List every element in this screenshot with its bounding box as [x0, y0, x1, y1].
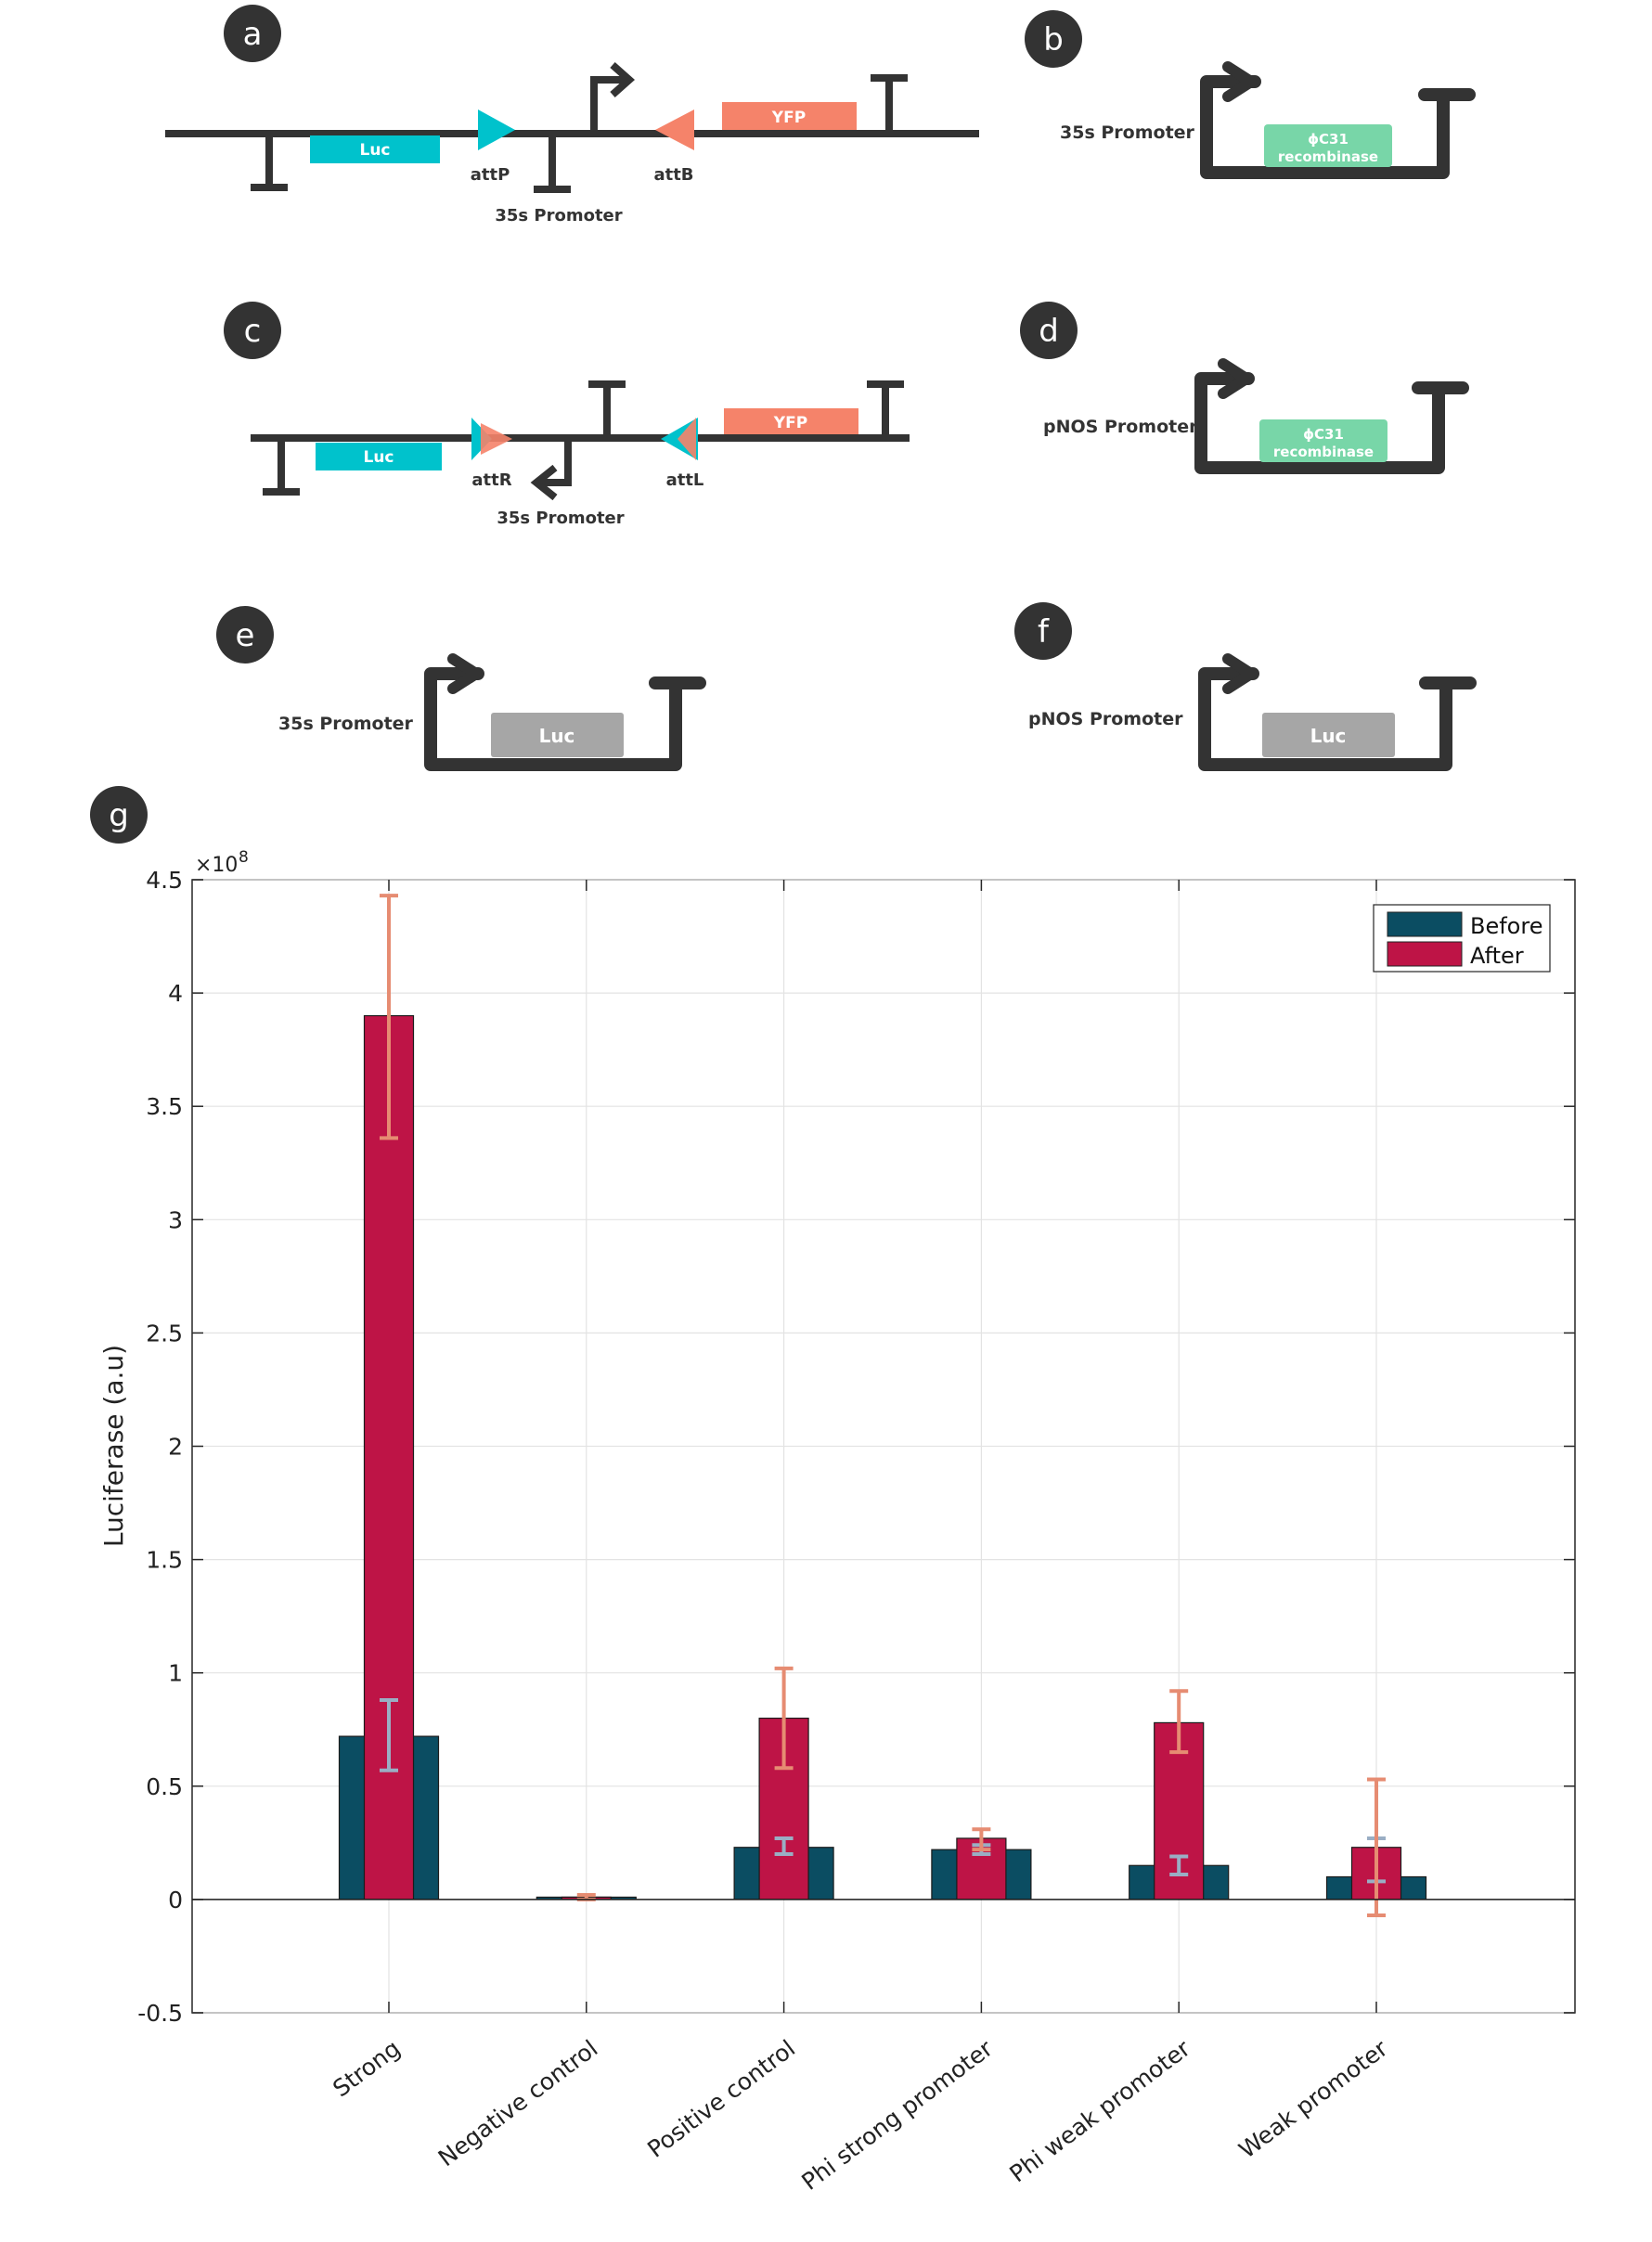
y-tick-label: 1	[168, 1660, 183, 1687]
promoter-label-c: 35s Promoter	[497, 509, 624, 528]
x-tick-label: Strong	[328, 2035, 405, 2103]
luc-gene-box	[1262, 713, 1395, 757]
exponent-power: 8	[239, 848, 249, 867]
expression-cassette	[1194, 372, 1469, 474]
badge-b-label: b	[1043, 21, 1064, 58]
gene-label-line1: ϕC31	[1308, 131, 1349, 148]
gene-label-line2: recombinase	[1278, 148, 1378, 165]
y-tick-label: -0.5	[137, 2000, 183, 2027]
panel-a: a Luc attP 35s Promoter attB YFP	[165, 5, 979, 225]
terminator-icon	[867, 380, 904, 438]
expression-cassette	[1198, 667, 1477, 771]
attR-label: attR	[471, 470, 511, 490]
promoter-arrow-icon	[538, 438, 572, 486]
x-tick-label: Weak promoter	[1234, 2034, 1394, 2163]
legend-label-before: Before	[1470, 913, 1542, 939]
y-tick-label: 4.5	[146, 867, 183, 894]
legend-swatch-before	[1387, 911, 1463, 937]
x-tick-label: Negative control	[433, 2035, 603, 2172]
badge-f	[1014, 602, 1072, 660]
y-tick-label: 0.5	[146, 1773, 183, 1800]
y-tick-label: 2	[168, 1434, 183, 1461]
luc-label: Luc	[539, 725, 575, 747]
promoter-label-a: 35s Promoter	[495, 206, 622, 225]
promoter-label-b: 35s Promoter	[1060, 122, 1195, 143]
y-tick-label: 3.5	[146, 1093, 183, 1120]
y-tick-label: 3	[168, 1206, 183, 1233]
attL-label: attL	[666, 470, 704, 490]
terminator-icon	[871, 74, 908, 134]
y-tick-label: 0	[168, 1887, 183, 1913]
yfp-gene-box	[722, 102, 857, 130]
gene-label-line1: ϕC31	[1303, 426, 1344, 443]
yfp-label: YFP	[771, 109, 806, 127]
panel-e: e 35s Promoter Luc	[216, 606, 706, 771]
terminator-icon	[534, 134, 571, 193]
promoter-label-f: pNOS Promoter	[1028, 709, 1183, 729]
luc-label: Luc	[359, 141, 390, 160]
badge-a-label: a	[243, 16, 263, 53]
x-tick-label: Phi strong promoter	[796, 2034, 998, 2196]
panel-f: f pNOS Promoter Luc	[1014, 602, 1477, 771]
badge-b	[1025, 10, 1082, 68]
gene-label-line2: recombinase	[1273, 444, 1374, 460]
badge-g-label: g	[109, 797, 129, 834]
attP-site-icon	[478, 110, 515, 150]
terminator-icon	[263, 438, 300, 496]
promoter-arrow-icon	[1218, 358, 1252, 399]
arrowhead-icon	[530, 464, 558, 501]
y-axis-title: Luciferase (a.u)	[98, 1345, 129, 1547]
recombinase-gene-box	[1264, 124, 1392, 167]
promoter-arrow-icon	[590, 76, 624, 134]
expression-cassette	[1200, 75, 1476, 179]
terminator-icon	[588, 380, 626, 438]
legend: Before After	[1373, 904, 1551, 973]
recombinase-gene-box	[1259, 419, 1387, 462]
panel-g: g -0.5 0 0.5 1 1.5 2 2.5 3 3.5 4 4.5 Strong Negative…	[90, 786, 1576, 2196]
exponent-base: ×10	[195, 854, 238, 877]
attL-site-icon	[678, 418, 696, 460]
badge-e-label: e	[236, 617, 255, 654]
promoter-arrow-icon	[1222, 653, 1257, 694]
y-tick-label: 2.5	[146, 1320, 183, 1346]
y-tick-label: 4	[168, 980, 183, 1007]
promoter-arrow-icon	[447, 653, 482, 694]
promoter-arrow-icon	[1222, 61, 1257, 102]
x-tick-label: Phi weak promoter	[1004, 2034, 1195, 2187]
legend-swatch-after	[1387, 941, 1463, 967]
badge-a	[224, 5, 281, 62]
luc-label: Luc	[1310, 725, 1347, 747]
attP-label: attP	[471, 165, 510, 185]
attB-site-icon	[655, 110, 694, 150]
error-bars	[380, 894, 1386, 1917]
promoter-label-d: pNOS Promoter	[1043, 417, 1198, 437]
legend-label-after: After	[1470, 943, 1524, 969]
attR-site-icon	[481, 423, 512, 455]
badge-e	[216, 606, 274, 664]
yfp-gene-box	[724, 408, 858, 434]
badge-g	[90, 786, 148, 844]
terminator-icon	[251, 134, 288, 191]
panel-b: b 35s Promoter ϕC31 recombinase	[1025, 10, 1476, 179]
arrowhead-icon	[610, 62, 636, 97]
panel-d: d pNOS Promoter ϕC31 recombinase	[1020, 302, 1469, 474]
expression-cassette	[424, 667, 706, 771]
luc-gene-box	[316, 443, 442, 470]
panel-c: c Luc attR 35s Promoter attL YFP	[224, 302, 910, 528]
yfp-label: YFP	[773, 414, 807, 432]
x-tick-label: Positive control	[642, 2035, 800, 2163]
promoter-label-e: 35s Promoter	[278, 714, 414, 734]
luc-gene-box	[310, 135, 440, 163]
badge-c	[224, 302, 281, 359]
y-tick-label: 1.5	[146, 1547, 183, 1574]
luc-label: Luc	[363, 448, 394, 467]
bars	[338, 1014, 1427, 1901]
badge-f-label: f	[1038, 613, 1050, 651]
luc-gene-box	[491, 713, 624, 757]
badge-c-label: c	[244, 313, 262, 350]
attB-label: attB	[653, 165, 693, 185]
badge-d-label: d	[1039, 313, 1059, 350]
badge-d	[1020, 302, 1078, 359]
